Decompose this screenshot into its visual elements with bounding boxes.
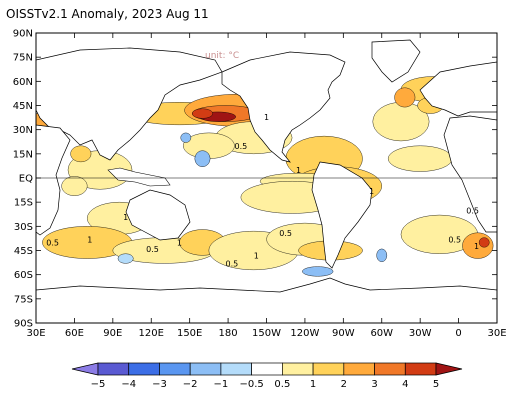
- anomaly-region: [61, 176, 88, 196]
- lat-label: 15N: [13, 149, 33, 160]
- land-africa: [36, 124, 71, 236]
- anomaly-region: [376, 248, 388, 262]
- lat-label: 75S: [14, 294, 33, 305]
- colorbar-bin: [343, 362, 375, 376]
- lat-label: 45S: [14, 246, 33, 257]
- land-greenland: [371, 39, 421, 83]
- contour-label: 0.5: [448, 235, 461, 244]
- contour-label: 0.5: [146, 245, 159, 254]
- colorbar-tick-label: 0.5: [274, 379, 290, 390]
- colorbar-tick-label: −5: [91, 379, 106, 390]
- contour-label: 1: [474, 242, 479, 251]
- colorbar-tick-label: 2: [341, 379, 347, 390]
- contour-label: 0.5: [466, 206, 479, 215]
- lon-label: 150W: [252, 328, 281, 339]
- anomaly-region: [394, 87, 416, 108]
- colorbar-bin: [97, 362, 130, 376]
- land-south-america: [311, 161, 373, 269]
- unit-label: unit: °C: [205, 51, 239, 61]
- lat-label: 60S: [14, 270, 33, 281]
- colorbar-tick-label: −2: [183, 379, 198, 390]
- map-area: 1 0.5 1 1 1 1 0.5 0.5 1 0.5 1 0.5 0.5 0.5 1 unit: °C: [35, 32, 498, 324]
- land-maritime-continent: [107, 167, 171, 187]
- colorbar-bin: [220, 362, 252, 376]
- land-africa-east: [443, 115, 497, 233]
- colorbar-tick-label: −0.5: [239, 379, 263, 390]
- lon-label: 90E: [103, 328, 122, 339]
- colorbar-tick-label: −3: [152, 379, 167, 390]
- contour-label-layer: 1 0.5 1 1 1 1 0.5 0.5 1 0.5 1 0.5 0.5 0.5 1: [46, 113, 479, 269]
- lon-label: 0: [455, 328, 461, 339]
- lon-label: 30E: [487, 328, 506, 339]
- lat-label: 75N: [13, 53, 33, 64]
- colorbar-bin: [128, 362, 160, 376]
- anomaly-region: [192, 108, 213, 119]
- colorbar-bin: [404, 362, 437, 376]
- colorbar-tick-label: 3: [371, 379, 377, 390]
- contour-label: 1: [123, 213, 128, 222]
- colorbar-bin: [312, 362, 345, 376]
- lat-label: 90S: [14, 319, 33, 330]
- lon-label: 60W: [370, 328, 393, 339]
- lat-label: EQ: [19, 174, 33, 185]
- anomaly-region: [70, 145, 92, 163]
- anomaly-region: [194, 150, 211, 167]
- lat-label: 15S: [14, 198, 33, 209]
- lon-label: 120W: [290, 328, 319, 339]
- lat-label: 90N: [13, 29, 33, 40]
- colorbar-min-arrow: [71, 362, 99, 376]
- colorbar-bin: [189, 362, 222, 376]
- lat-label: 60N: [13, 77, 33, 88]
- longitude-axis: 30E 60E 90E 120E 150E 180 150W 120W 90W 60W 30W 0 30…: [26, 33, 507, 339]
- colorbar-tick-label: −1: [214, 379, 229, 390]
- contour-label: 1: [369, 187, 374, 196]
- lon-label: 150E: [177, 328, 202, 339]
- anomaly-region: [117, 253, 134, 264]
- colorbar-bin: [159, 362, 191, 376]
- anomaly-region: [302, 266, 334, 277]
- contour-label: 0.5: [279, 229, 292, 238]
- contour-label: 0.5: [46, 239, 59, 248]
- lon-label: 90W: [332, 328, 355, 339]
- colorbar-tick-label: 4: [402, 379, 408, 390]
- latitude-axis: 90N 75N 60N 45N 30N 15N EQ 15S 30S 45S 60S 75S 90S: [13, 29, 497, 330]
- lon-label: 30E: [26, 328, 45, 339]
- lat-label: 30S: [14, 222, 33, 233]
- land-australia: [125, 189, 191, 241]
- lon-label: 180: [219, 328, 238, 339]
- lon-label: 60E: [65, 328, 84, 339]
- contour-label: 1: [254, 252, 259, 261]
- colorbar-tick-label: 1: [310, 379, 316, 390]
- contour-label: 0.5: [226, 260, 239, 269]
- figure-title: OISSTv2.1 Anomaly, 2023 Aug 11: [6, 7, 209, 21]
- colorbar-tick-label: −4: [121, 379, 136, 390]
- land-antarctica: [36, 277, 497, 323]
- anomaly-region: [478, 237, 490, 248]
- anomaly-region: [387, 145, 453, 172]
- colorbar: −5 −4 −3 −2 −1 −0.5 0.5 1 2 3 4 5: [71, 362, 463, 390]
- colorbar-max-arrow: [435, 362, 463, 376]
- contour-label: 1: [177, 239, 182, 248]
- contour-label: 1: [87, 235, 92, 244]
- colorbar-bin: [282, 362, 314, 376]
- land-layer: [36, 39, 497, 323]
- colorbar-bin: [251, 362, 283, 376]
- lat-label: 30N: [13, 125, 33, 136]
- contour-label: 0.5: [234, 142, 247, 151]
- anomaly-region: [180, 132, 192, 143]
- contour-label: 1: [264, 113, 269, 122]
- lon-label: 30W: [409, 328, 432, 339]
- land-north-america: [221, 51, 346, 163]
- colorbar-bin: [374, 362, 406, 376]
- lat-label: 45N: [13, 101, 33, 112]
- land-eurasia: [419, 61, 497, 117]
- lon-label: 120E: [139, 328, 164, 339]
- colorbar-tick-label: 5: [433, 379, 439, 390]
- contour-label: 1: [296, 166, 301, 175]
